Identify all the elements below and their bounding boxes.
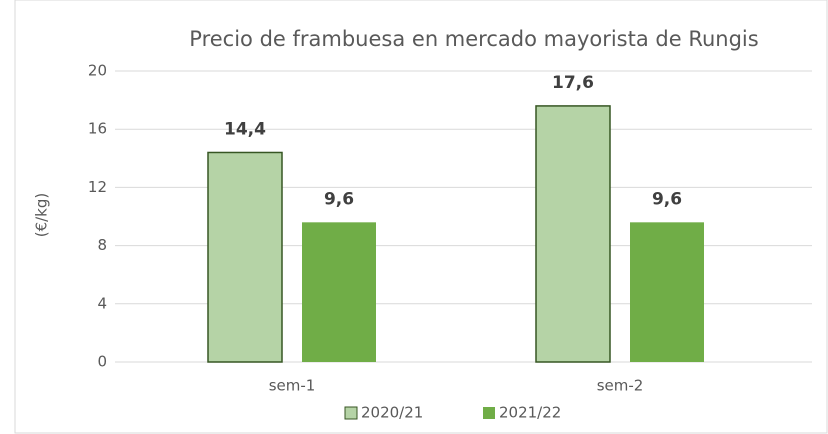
y-tick-label: 12: [88, 178, 107, 196]
data-label: 17,6: [552, 73, 594, 93]
legend-swatch: [483, 407, 495, 419]
legend-swatch: [344, 406, 358, 420]
x-tick-label: sem-1: [269, 377, 316, 395]
bar: [630, 222, 704, 362]
bar: [535, 105, 611, 363]
data-label: 9,6: [324, 189, 354, 209]
x-tick-label: sem-2: [597, 377, 644, 395]
legend-label: 2021/22: [499, 404, 561, 422]
y-tick-label: 0: [97, 353, 107, 371]
chart-title: Precio de frambuesa en mercado mayorista…: [189, 27, 758, 51]
bar: [207, 151, 283, 363]
y-tick-label: 4: [97, 294, 107, 312]
data-label: 9,6: [652, 189, 682, 209]
data-label: 14,4: [224, 119, 266, 139]
bar: [302, 222, 376, 362]
y-tick-label: 16: [88, 120, 107, 138]
chart-border: [14, 0, 828, 434]
y-axis-label: (€/kg): [33, 193, 51, 238]
legend-label: 2020/21: [361, 404, 423, 422]
y-tick-label: 8: [97, 236, 107, 254]
y-tick-label: 20: [88, 62, 107, 80]
